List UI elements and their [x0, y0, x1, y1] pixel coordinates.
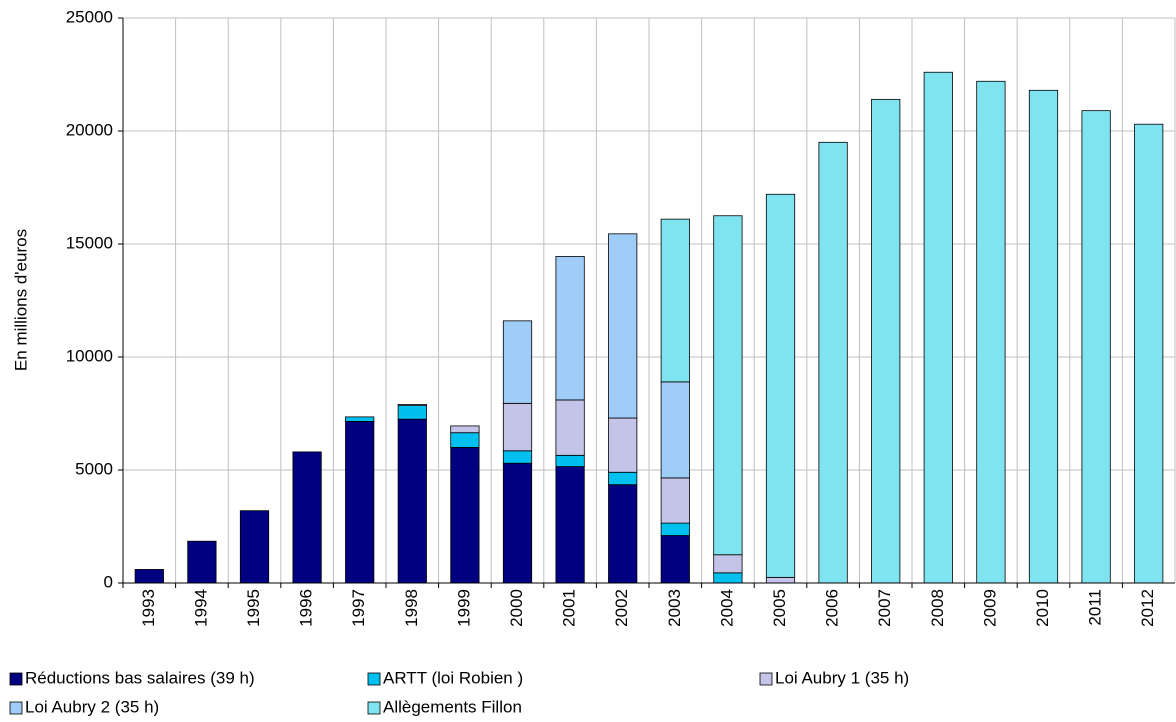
bar-segment — [502, 462, 533, 584]
bar-segment — [713, 554, 743, 574]
y-tick-label: 25000 — [66, 7, 113, 26]
legend-label: Loi Aubry 2 (35 h) — [25, 697, 159, 716]
legend-swatch — [367, 672, 381, 686]
bar-segment — [608, 417, 638, 473]
y-axis-label: En millions d'euros — [11, 229, 30, 371]
y-tick-label: 0 — [104, 572, 113, 591]
bar-segment — [608, 484, 638, 584]
x-tick-label: 2012 — [1138, 589, 1157, 627]
x-tick-label: 2008 — [928, 589, 947, 627]
bar-segment — [608, 471, 638, 486]
bar-segment — [871, 98, 901, 584]
x-tick-label: 1994 — [191, 589, 210, 627]
bar-segment — [555, 454, 585, 468]
bar-segment — [660, 381, 690, 479]
bar-segment — [555, 399, 585, 456]
bar-segment — [292, 451, 322, 584]
x-tick-label: 2001 — [560, 589, 579, 627]
bar-segment — [1028, 89, 1059, 584]
x-tick-label: 1996 — [297, 589, 316, 627]
bar-segment — [660, 218, 690, 383]
x-tick-label: 1998 — [402, 589, 421, 627]
bar-segment — [765, 193, 796, 578]
bar-segment — [187, 540, 217, 584]
bar-segment — [397, 418, 427, 584]
x-tick-label: 1993 — [139, 589, 158, 627]
bar-segment — [555, 466, 585, 584]
bar-segment — [555, 256, 585, 401]
x-tick-label: 2009 — [980, 589, 999, 627]
x-tick-label: 2000 — [507, 589, 526, 627]
bar-segment — [450, 425, 480, 434]
legend-swatch — [759, 672, 773, 686]
x-tick-label: 1995 — [244, 589, 263, 627]
y-tick-label: 5000 — [75, 459, 113, 478]
bar-segment — [397, 405, 427, 420]
bar-segment — [502, 320, 533, 404]
bar-segment — [134, 569, 164, 584]
bar-segment — [660, 477, 690, 524]
legend-label: Allègements Fillon — [383, 697, 522, 716]
bar-segment — [1134, 123, 1164, 584]
legend-swatch — [9, 701, 23, 715]
bar-segment — [450, 446, 480, 584]
legend-label: ARTT (loi Robien ) — [383, 668, 523, 687]
bar-segment — [450, 432, 480, 448]
x-tick-label: 1999 — [454, 589, 473, 627]
bar-segment — [818, 141, 848, 584]
y-tick-label: 10000 — [66, 346, 113, 365]
y-tick-label: 20000 — [66, 120, 113, 139]
x-tick-label: 2004 — [717, 589, 736, 627]
bar-segment — [239, 510, 270, 584]
bar-segment — [713, 215, 743, 556]
legend-label: Réductions bas salaires (39 h) — [25, 668, 255, 687]
x-tick-label: 1997 — [349, 589, 368, 627]
bar-segment — [345, 421, 375, 584]
legend-label: Loi Aubry 1 (35 h) — [775, 668, 909, 687]
bar-segment — [660, 522, 690, 536]
bar-segment — [713, 572, 743, 584]
bar-segment — [502, 450, 533, 464]
bar-segment — [502, 402, 533, 452]
bar-segment — [345, 416, 375, 422]
x-tick-label: 2002 — [612, 589, 631, 627]
x-tick-label: 2010 — [1033, 589, 1052, 627]
bar-segment — [608, 233, 638, 419]
bar-segment — [397, 404, 427, 406]
bar-segment — [765, 576, 796, 584]
x-tick-label: 2007 — [875, 589, 894, 627]
legend-swatch — [9, 672, 23, 686]
bar-segment — [1081, 110, 1111, 584]
bar-segment — [923, 71, 953, 584]
bar-segment — [976, 80, 1006, 584]
bar-segment — [660, 535, 690, 584]
x-tick-label: 2005 — [770, 589, 789, 627]
x-tick-label: 2006 — [823, 589, 842, 627]
y-tick-label: 15000 — [66, 233, 113, 252]
x-tick-label: 2011 — [1086, 589, 1105, 626]
x-tick-label: 2003 — [665, 589, 684, 627]
legend-swatch — [367, 701, 381, 715]
